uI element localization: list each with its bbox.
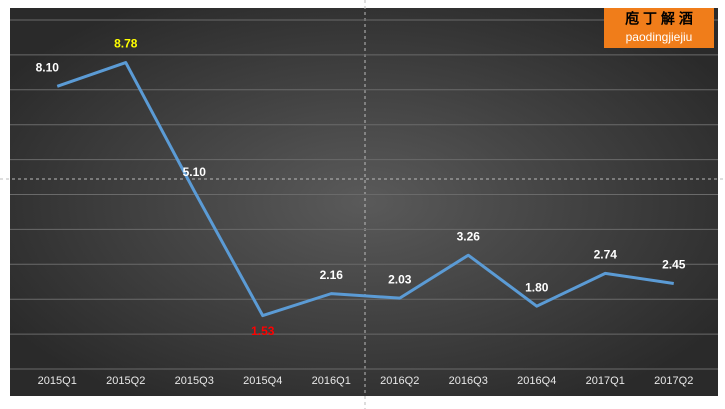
data-label: 5.10 — [183, 165, 207, 179]
data-label: 2.16 — [320, 268, 344, 282]
logo-subtitle: paodingjiejiu — [626, 30, 693, 44]
x-tick-label: 2016Q2 — [380, 375, 419, 387]
data-label: 3.26 — [457, 229, 481, 243]
x-tick-label: 2015Q1 — [38, 375, 77, 387]
marks: 2015Q1 2015Q2 2015Q3 2015Q4 2016Q1 2016Q2 2016… — [36, 37, 694, 387]
data-label: 1.53 — [251, 324, 275, 338]
data-label: 2.74 — [594, 248, 618, 262]
x-tick-label: 2016Q1 — [312, 375, 351, 387]
data-label: 1.80 — [525, 280, 549, 294]
x-tick-label: 2015Q2 — [106, 375, 145, 387]
logo-title: 庖 丁 解 酒 — [625, 11, 693, 27]
data-label: 8.78 — [114, 37, 138, 51]
logo-box — [604, 8, 714, 48]
x-tick-label: 2016Q3 — [449, 375, 488, 387]
x-tick-label: 2016Q4 — [517, 375, 556, 387]
x-tick-label: 2015Q3 — [175, 375, 214, 387]
grid — [10, 19, 718, 370]
plot-background — [10, 8, 718, 396]
data-label: 8.10 — [36, 60, 60, 74]
data-label: 2.45 — [662, 258, 686, 272]
data-label: 2.03 — [388, 272, 412, 286]
x-tick-label: 2015Q4 — [243, 375, 282, 387]
line — [56, 61, 674, 318]
x-tick-label: 2017Q1 — [586, 375, 625, 387]
x-tick-label: 2017Q2 — [654, 375, 693, 387]
